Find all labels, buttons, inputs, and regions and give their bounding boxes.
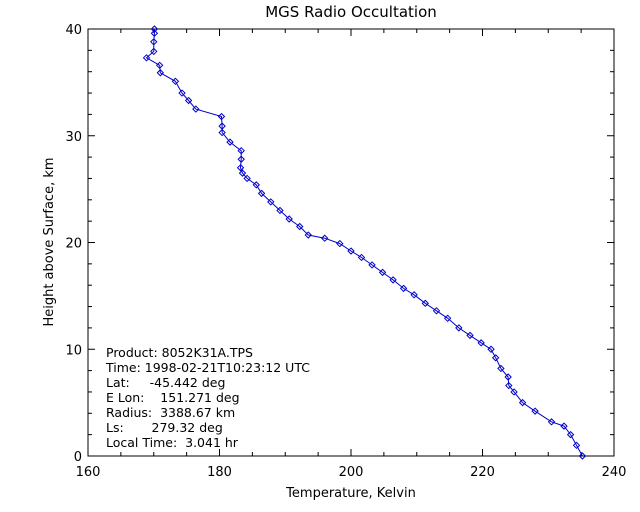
chart-title: MGS Radio Occultation: [265, 3, 437, 21]
data-point-marker: [505, 381, 513, 390]
data-point-marker: [497, 364, 505, 373]
data-point-marker: [560, 422, 568, 430]
temperature-profile-line: [145, 29, 583, 457]
data-point-marker: [304, 231, 312, 239]
x-tick-label: 160: [76, 465, 101, 480]
data-point-marker: [455, 324, 463, 332]
data-point-marker: [171, 77, 180, 86]
data-point-marker: [150, 38, 158, 46]
x-tick-label: 200: [339, 465, 364, 480]
data-point-marker: [155, 61, 164, 70]
data-point-marker: [184, 96, 193, 105]
data-point-marker: [276, 206, 284, 215]
data-point-marker: [296, 222, 304, 231]
data-point-marker: [218, 122, 226, 130]
data-point-marker: [257, 189, 266, 198]
data-point-marker: [252, 181, 261, 189]
data-point-marker: [368, 261, 376, 269]
data-point-marker: [378, 268, 387, 277]
data-point-marker: [347, 247, 355, 255]
x-tick-label: 240: [602, 465, 627, 480]
data-point-marker: [237, 146, 245, 155]
data-point-marker: [150, 47, 158, 56]
info-local-time: Local Time: 3.041 hr: [106, 435, 239, 450]
data-point-marker: [285, 215, 293, 223]
data-point-marker: [237, 155, 245, 163]
data-point-marker: [518, 398, 527, 407]
data-point-marker: [566, 430, 575, 439]
data-point-marker: [410, 291, 418, 299]
info-product: Product: 8052K31A.TPS: [106, 345, 253, 360]
data-point-marker: [421, 299, 430, 308]
data-point-marker: [572, 441, 581, 450]
data-point-marker: [236, 164, 245, 172]
temperature-series: [142, 25, 587, 460]
info-time: Time: 1998-02-21T10:23:12 UTC: [105, 360, 310, 375]
data-point-marker: [217, 112, 226, 121]
info-elon: E Lon: 151.271 deg: [106, 390, 240, 405]
data-point-marker: [336, 239, 344, 248]
data-point-marker: [389, 276, 397, 284]
data-point-marker: [578, 452, 587, 460]
data-point-marker: [150, 29, 159, 37]
x-axis-label: Temperature, Kelvin: [285, 486, 416, 501]
y-tick-label: 40: [65, 23, 82, 38]
data-point-marker: [399, 284, 408, 293]
x-axis: 160 180 200 220 240: [76, 29, 627, 480]
data-point-marker: [510, 388, 518, 396]
data-point-marker: [267, 198, 275, 206]
data-point-marker: [547, 418, 556, 426]
data-point-marker: [142, 54, 151, 62]
info-radius: Radius: 3388.67 km: [106, 405, 235, 420]
data-point-marker: [178, 89, 186, 97]
data-point-marker: [443, 314, 452, 322]
data-point-marker: [192, 105, 200, 113]
data-point-marker: [487, 345, 495, 353]
y-tick-label: 0: [74, 450, 82, 465]
info-lat: Lat: -45.442 deg: [106, 375, 225, 390]
x-tick-label: 180: [207, 465, 232, 480]
data-point-marker: [218, 128, 226, 137]
data-point-marker: [504, 373, 512, 381]
info-block: Product: 8052K31A.TPS Time: 1998-02-21T1…: [105, 345, 310, 450]
info-ls: Ls: 279.32 deg: [106, 420, 223, 435]
data-point-marker: [531, 407, 539, 415]
y-tick-label: 30: [65, 130, 82, 145]
y-axis: 0 10 20 30 40: [65, 23, 614, 465]
data-point-marker: [156, 69, 165, 77]
data-point-marker: [243, 174, 251, 183]
y-tick-label: 20: [65, 237, 82, 252]
data-point-marker: [491, 354, 500, 362]
data-point-marker: [466, 331, 474, 340]
data-point-marker: [226, 138, 234, 146]
data-point-marker: [150, 25, 159, 33]
data-point-marker: [432, 307, 441, 315]
y-tick-label: 10: [65, 343, 82, 358]
y-axis-label: Height above Surface, km: [42, 157, 57, 326]
x-tick-label: 220: [470, 465, 495, 480]
data-point-marker: [357, 253, 366, 262]
data-point-marker: [477, 339, 485, 347]
data-point-marker: [320, 234, 329, 242]
data-point-marker: [238, 169, 247, 177]
